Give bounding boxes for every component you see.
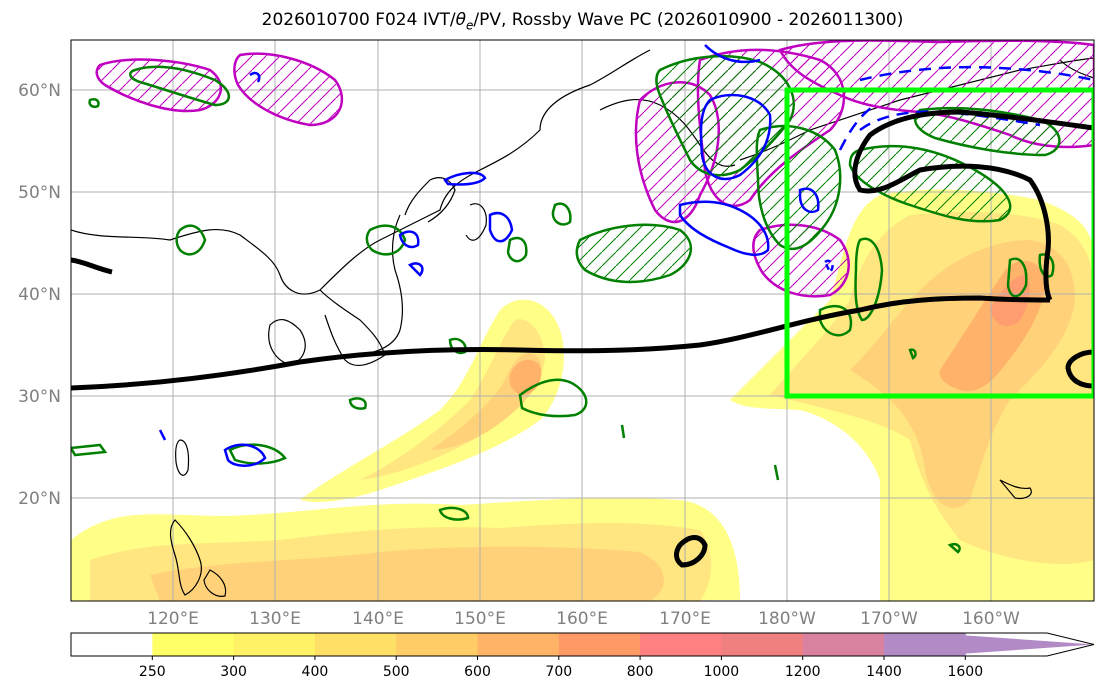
lon-label: 120°E [147, 609, 199, 629]
lon-label: 170°E [659, 609, 711, 629]
lon-label: 160°E [556, 609, 608, 629]
lat-label: 50°N [18, 183, 61, 203]
colorbar-tick-label: 1600 [947, 664, 983, 680]
colorbar-extend-arrow [884, 633, 1094, 656]
lon-label: 160°W [962, 609, 1020, 629]
lat-label: 30°N [18, 387, 61, 407]
colorbar-segment [558, 633, 641, 656]
lon-label: 170°W [860, 609, 918, 629]
lon-label: 150°E [454, 609, 506, 629]
lat-label: 20°N [18, 489, 61, 509]
colorbar-tick-label: 800 [627, 664, 654, 680]
colorbar-segment [233, 633, 316, 656]
colorbar-tick-label: 1000 [704, 664, 740, 680]
colorbar-tick-label: 1400 [866, 664, 902, 680]
colorbar-tick-label: 600 [464, 664, 491, 680]
colorbar-segment [314, 633, 397, 656]
colorbar-tick-label: 250 [139, 664, 166, 680]
lon-label: 130°E [249, 609, 301, 629]
longitude-labels: 120°E 130°E 140°E 150°E 160°E 170°E 180°… [147, 609, 1020, 629]
colorbar-segment [152, 633, 235, 656]
colorbar-segment [802, 633, 885, 656]
colorbar-segment [477, 633, 560, 656]
lat-label: 60°N [18, 81, 61, 101]
lon-label: 140°E [352, 609, 404, 629]
lon-label: 180°W [758, 609, 816, 629]
latitude-labels: 60°N 50°N 40°N 30°N 20°N [18, 81, 61, 509]
colorbar-segment [721, 633, 804, 656]
colorbar-segment [396, 633, 478, 656]
colorbar-tick-label: 500 [383, 664, 410, 680]
colorbar-tick-label: 700 [545, 664, 572, 680]
colorbar-tick-label: 300 [220, 664, 247, 680]
colorbar-segment [640, 633, 722, 656]
colorbar: 250 300 400 500 600 700 800 1000 1200 1400 1600 [70, 632, 1095, 680]
lat-label: 40°N [18, 285, 61, 305]
colorbar-tick-label: 400 [302, 664, 329, 680]
colorbar-tick-label: 1200 [785, 664, 821, 680]
colorbar-segment [71, 633, 153, 656]
jet-black-contours [71, 109, 1094, 568]
map-title: 2026010700 F024 IVT/θe/PV, Rossby Wave P… [261, 10, 904, 33]
pv-green-contours [71, 54, 1061, 554]
rossby-wave-pc-box [784, 87, 1094, 399]
